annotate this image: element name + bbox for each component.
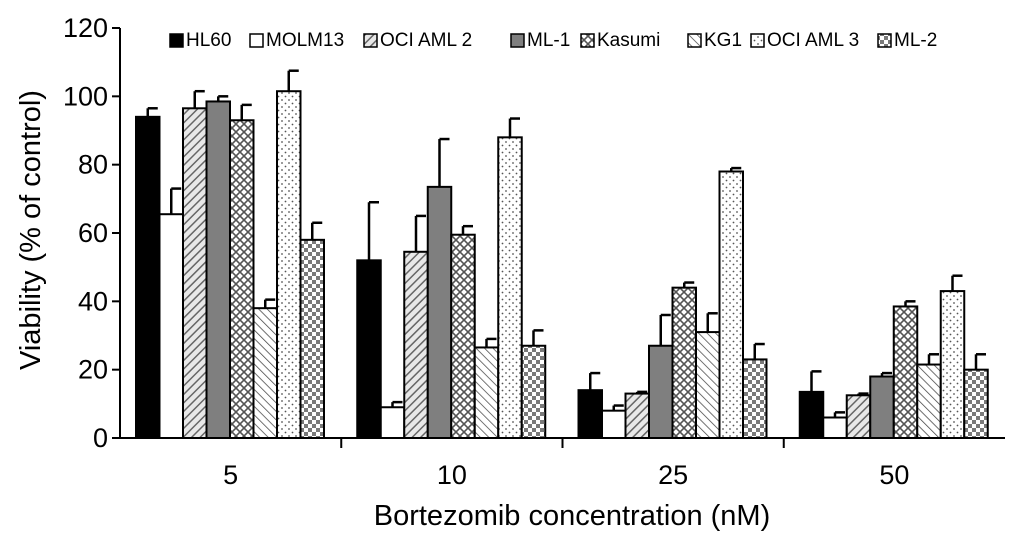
bar-ml-2-10 xyxy=(520,344,547,439)
legend-label-hl60: HL60 xyxy=(186,30,231,51)
bar-oci-aml-3-5 xyxy=(276,90,302,439)
x-tick-label: 5 xyxy=(223,460,238,490)
legend-label-ml-1: ML-1 xyxy=(527,30,570,51)
x-axis-ticks: 5 10 25 50 xyxy=(223,438,909,490)
y-tick-label: 20 xyxy=(78,355,108,385)
bar-oci-aml-2-10 xyxy=(403,250,429,439)
bar-kg1-10 xyxy=(473,346,500,440)
bar-oci-aml-2-50 xyxy=(845,394,872,439)
legend-swatch-ml-2 xyxy=(877,33,892,48)
y-tick-label: 100 xyxy=(63,81,108,111)
legend-swatch-kasumi xyxy=(580,33,595,48)
bar-ml-1-10 xyxy=(426,185,453,439)
bar-hl60-25 xyxy=(577,389,603,439)
legend-swatch-hl60 xyxy=(169,33,184,48)
legend-label-kg1: KG1 xyxy=(704,30,742,51)
bar-ml-2-25 xyxy=(742,358,768,439)
bar-hl60-5 xyxy=(135,115,161,439)
bar-molm13-25 xyxy=(601,409,627,439)
bar-oci-aml-2-25 xyxy=(624,392,650,440)
bar-oci-aml-3-10 xyxy=(497,136,523,439)
bar-kg1-5 xyxy=(252,307,278,439)
legend-swatch-oci-aml-3 xyxy=(750,33,765,48)
x-tick-label: 10 xyxy=(437,460,467,490)
y-tick-label: 0 xyxy=(93,423,108,453)
legend-label-molm13: MOLM13 xyxy=(266,30,344,51)
bar-hl60-10 xyxy=(356,259,382,440)
bar-ml-1-5 xyxy=(205,100,231,439)
y-tick-label: 60 xyxy=(78,218,108,248)
bar-oci-aml-2-5 xyxy=(182,107,208,440)
legend-swatch-molm13 xyxy=(249,33,264,48)
bar-ml-2-5 xyxy=(299,238,325,439)
bar-kasumi-50 xyxy=(892,305,919,440)
x-tick-label: 25 xyxy=(658,460,688,490)
bar-kg1-50 xyxy=(916,363,942,439)
x-axis-title: Bortezomib concentration (nM) xyxy=(374,500,771,532)
x-tick-label: 50 xyxy=(879,460,909,490)
legend-swatch-oci-aml-2 xyxy=(363,33,378,48)
bar-ml-2-50 xyxy=(963,368,989,439)
y-axis-ticks: 0 20 40 60 80 100 120 xyxy=(63,13,120,453)
bars xyxy=(135,69,989,440)
bar-kasumi-5 xyxy=(229,119,255,439)
bar-oci-aml-3-25 xyxy=(718,170,744,439)
legend-label-kasumi: Kasumi xyxy=(597,30,660,51)
bar-hl60-50 xyxy=(798,390,825,439)
bar-molm13-50 xyxy=(822,416,848,439)
bar-kg1-25 xyxy=(695,331,721,440)
bar-molm13-5 xyxy=(158,213,184,439)
bar-ml-1-50 xyxy=(869,375,895,439)
legend-swatch-kg1 xyxy=(687,33,702,48)
y-tick-label: 40 xyxy=(78,286,108,316)
legend-swatch-ml-1 xyxy=(510,33,525,48)
bar-oci-aml-3-50 xyxy=(939,290,966,440)
y-tick-label: 80 xyxy=(78,150,108,180)
bar-kasumi-25 xyxy=(671,286,697,439)
bar-molm13-10 xyxy=(379,406,406,439)
legend-label-ml-2: ML-2 xyxy=(894,30,937,51)
y-axis-title: Viability (% of control) xyxy=(15,90,47,370)
bar-ml-1-25 xyxy=(648,344,674,439)
legend-label-oci-aml-3: OCI AML 3 xyxy=(767,30,859,51)
bar-kasumi-10 xyxy=(450,233,476,439)
legend-label-oci-aml-2: OCI AML 2 xyxy=(380,30,472,51)
legend: HL60 MOLM13 OCI AML 2 ML-1 Kasumi KG1 OCI AML … xyxy=(169,30,937,51)
y-tick-label: 120 xyxy=(63,13,108,43)
